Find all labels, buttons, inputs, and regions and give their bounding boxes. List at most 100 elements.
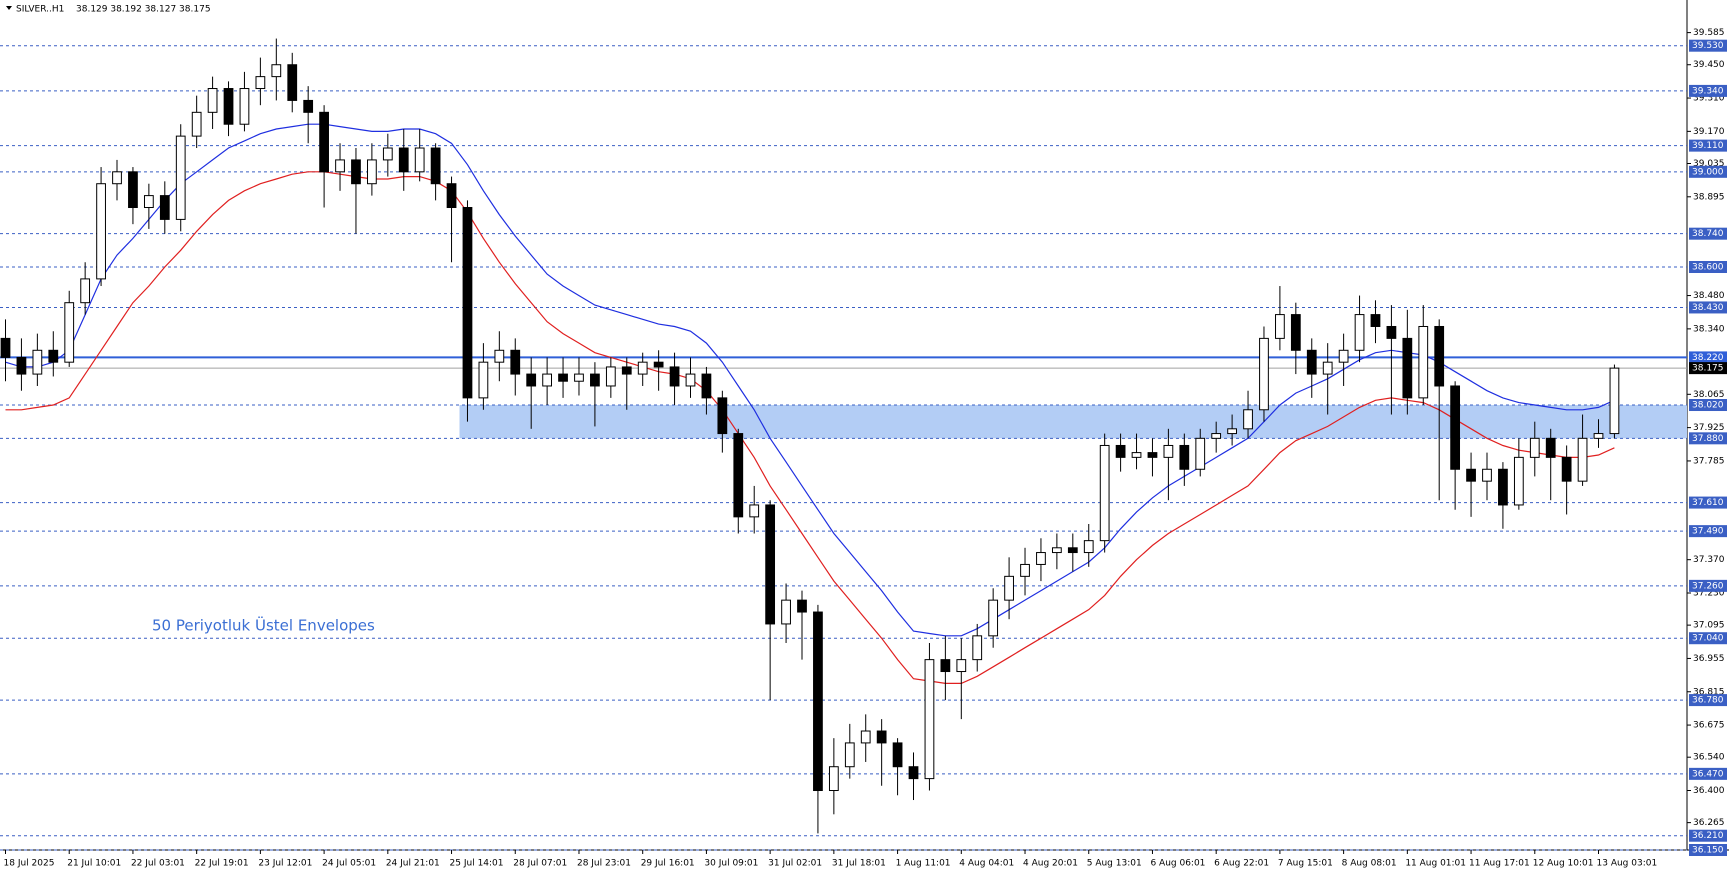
candle-body	[462, 207, 473, 399]
candle-body	[0, 337, 11, 358]
x-tick-label: 31 Jul 02:01	[768, 859, 822, 869]
candle-body	[590, 373, 600, 387]
candle-body	[1179, 444, 1190, 470]
level-label: 36.470	[1692, 769, 1724, 779]
y-tick-label: 38.480	[1693, 291, 1725, 301]
candle-body	[1370, 314, 1381, 327]
y-tick-label: 36.675	[1693, 721, 1725, 731]
annotation: 50 Periyotluk Üstel Envelopes	[152, 616, 375, 635]
candle-body	[813, 611, 823, 792]
candle-body	[956, 659, 967, 673]
candle-body	[1498, 468, 1508, 506]
level-label-box	[1689, 844, 1727, 856]
candle-body	[1513, 456, 1524, 506]
candle-body	[1402, 337, 1413, 399]
candle-body	[876, 730, 887, 744]
candle-body	[1131, 452, 1142, 458]
candle-body	[1020, 563, 1030, 577]
candle-body	[128, 171, 138, 209]
x-tick-label: 12 Aug 10:01	[1533, 859, 1594, 869]
candle-body	[1115, 444, 1126, 458]
candle-body	[558, 373, 568, 382]
candle-body	[271, 64, 282, 78]
candle-body	[223, 88, 234, 125]
level-label-box	[1689, 399, 1727, 412]
candle-body	[1227, 428, 1237, 435]
candle-body	[1418, 325, 1429, 399]
level-label-box	[1689, 579, 1727, 592]
candle-body	[972, 635, 983, 661]
x-tick-label: 28 Jul 07:01	[513, 859, 567, 869]
candle-body	[860, 730, 871, 744]
x-tick-label: 4 Aug 20:01	[1023, 859, 1078, 869]
level-label: 37.610	[1692, 498, 1724, 508]
x-tick-label: 8 Aug 08:01	[1342, 859, 1397, 869]
candle-body	[1306, 349, 1317, 375]
key-level-label: 38.220	[1692, 353, 1724, 363]
candle-body	[1386, 325, 1397, 339]
level-label: 36.150	[1692, 846, 1724, 856]
candle-body	[526, 373, 537, 387]
candle-body	[1577, 437, 1588, 482]
x-tick-label: 13 Aug 03:01	[1597, 859, 1658, 869]
y-tick-label: 37.095	[1693, 621, 1725, 631]
candle-body	[1195, 437, 1206, 470]
candle-body	[1609, 367, 1620, 435]
y-tick-label: 37.370	[1693, 555, 1725, 565]
candle-body	[1322, 361, 1333, 375]
symbol-title: SILVER..H1	[16, 5, 64, 15]
candle-body	[191, 111, 202, 137]
x-tick-label: 6 Aug 06:01	[1150, 859, 1205, 869]
level-label: 39.340	[1692, 86, 1724, 96]
level-label-box	[1689, 84, 1727, 97]
candle-body	[924, 659, 935, 780]
candle-body	[1259, 337, 1269, 411]
candle-body	[1482, 468, 1492, 482]
level-label-box	[1689, 525, 1727, 538]
candle-body	[1004, 575, 1014, 601]
candle-body	[1211, 433, 1222, 439]
x-tick-label: 28 Jul 23:01	[577, 859, 631, 869]
candle-body	[1593, 433, 1604, 439]
candle-body	[319, 111, 329, 173]
level-label: 36.780	[1692, 696, 1724, 706]
x-tick-label: 24 Jul 21:01	[386, 859, 440, 869]
candle-body	[382, 147, 393, 161]
x-tick-label: 30 Jul 09:01	[704, 859, 758, 869]
level-label: 38.740	[1692, 229, 1724, 239]
level-label: 37.880	[1692, 434, 1724, 444]
candle-body	[287, 64, 298, 101]
candle-body	[765, 504, 776, 625]
x-tick-label: 5 Aug 13:01	[1087, 859, 1142, 869]
candle-body	[1338, 349, 1349, 363]
x-tick-label: 24 Jul 05:01	[322, 859, 376, 869]
candle-body	[653, 361, 664, 368]
dropdown-icon	[6, 6, 12, 10]
x-tick-label: 29 Jul 16:01	[641, 859, 695, 869]
y-tick-label: 36.265	[1693, 818, 1725, 828]
x-tick-label: 4 Aug 04:01	[959, 859, 1014, 869]
x-tick-label: 31 Jul 18:01	[832, 859, 886, 869]
candle-body	[335, 159, 345, 173]
y-tick-label: 37.925	[1693, 423, 1725, 433]
level-label-box	[1689, 767, 1727, 780]
candle-body	[510, 349, 521, 375]
candle-body	[96, 183, 106, 280]
candle-body	[1275, 314, 1285, 339]
candle-body	[605, 366, 616, 387]
level-label-box	[1689, 39, 1727, 52]
y-tick-label: 38.895	[1693, 192, 1725, 202]
candle-body	[351, 159, 361, 185]
y-tick-label: 37.785	[1693, 456, 1725, 466]
candle-body	[1051, 547, 1062, 554]
level-label: 38.600	[1692, 262, 1724, 272]
y-tick-label: 39.170	[1693, 127, 1725, 137]
x-tick-label: 6 Aug 22:01	[1214, 859, 1269, 869]
candle-body	[892, 742, 903, 768]
x-tick-label: 22 Jul 03:01	[131, 859, 185, 869]
level-label: 36.210	[1692, 831, 1724, 841]
candle-body	[32, 349, 43, 375]
level-label-box	[1689, 694, 1727, 707]
